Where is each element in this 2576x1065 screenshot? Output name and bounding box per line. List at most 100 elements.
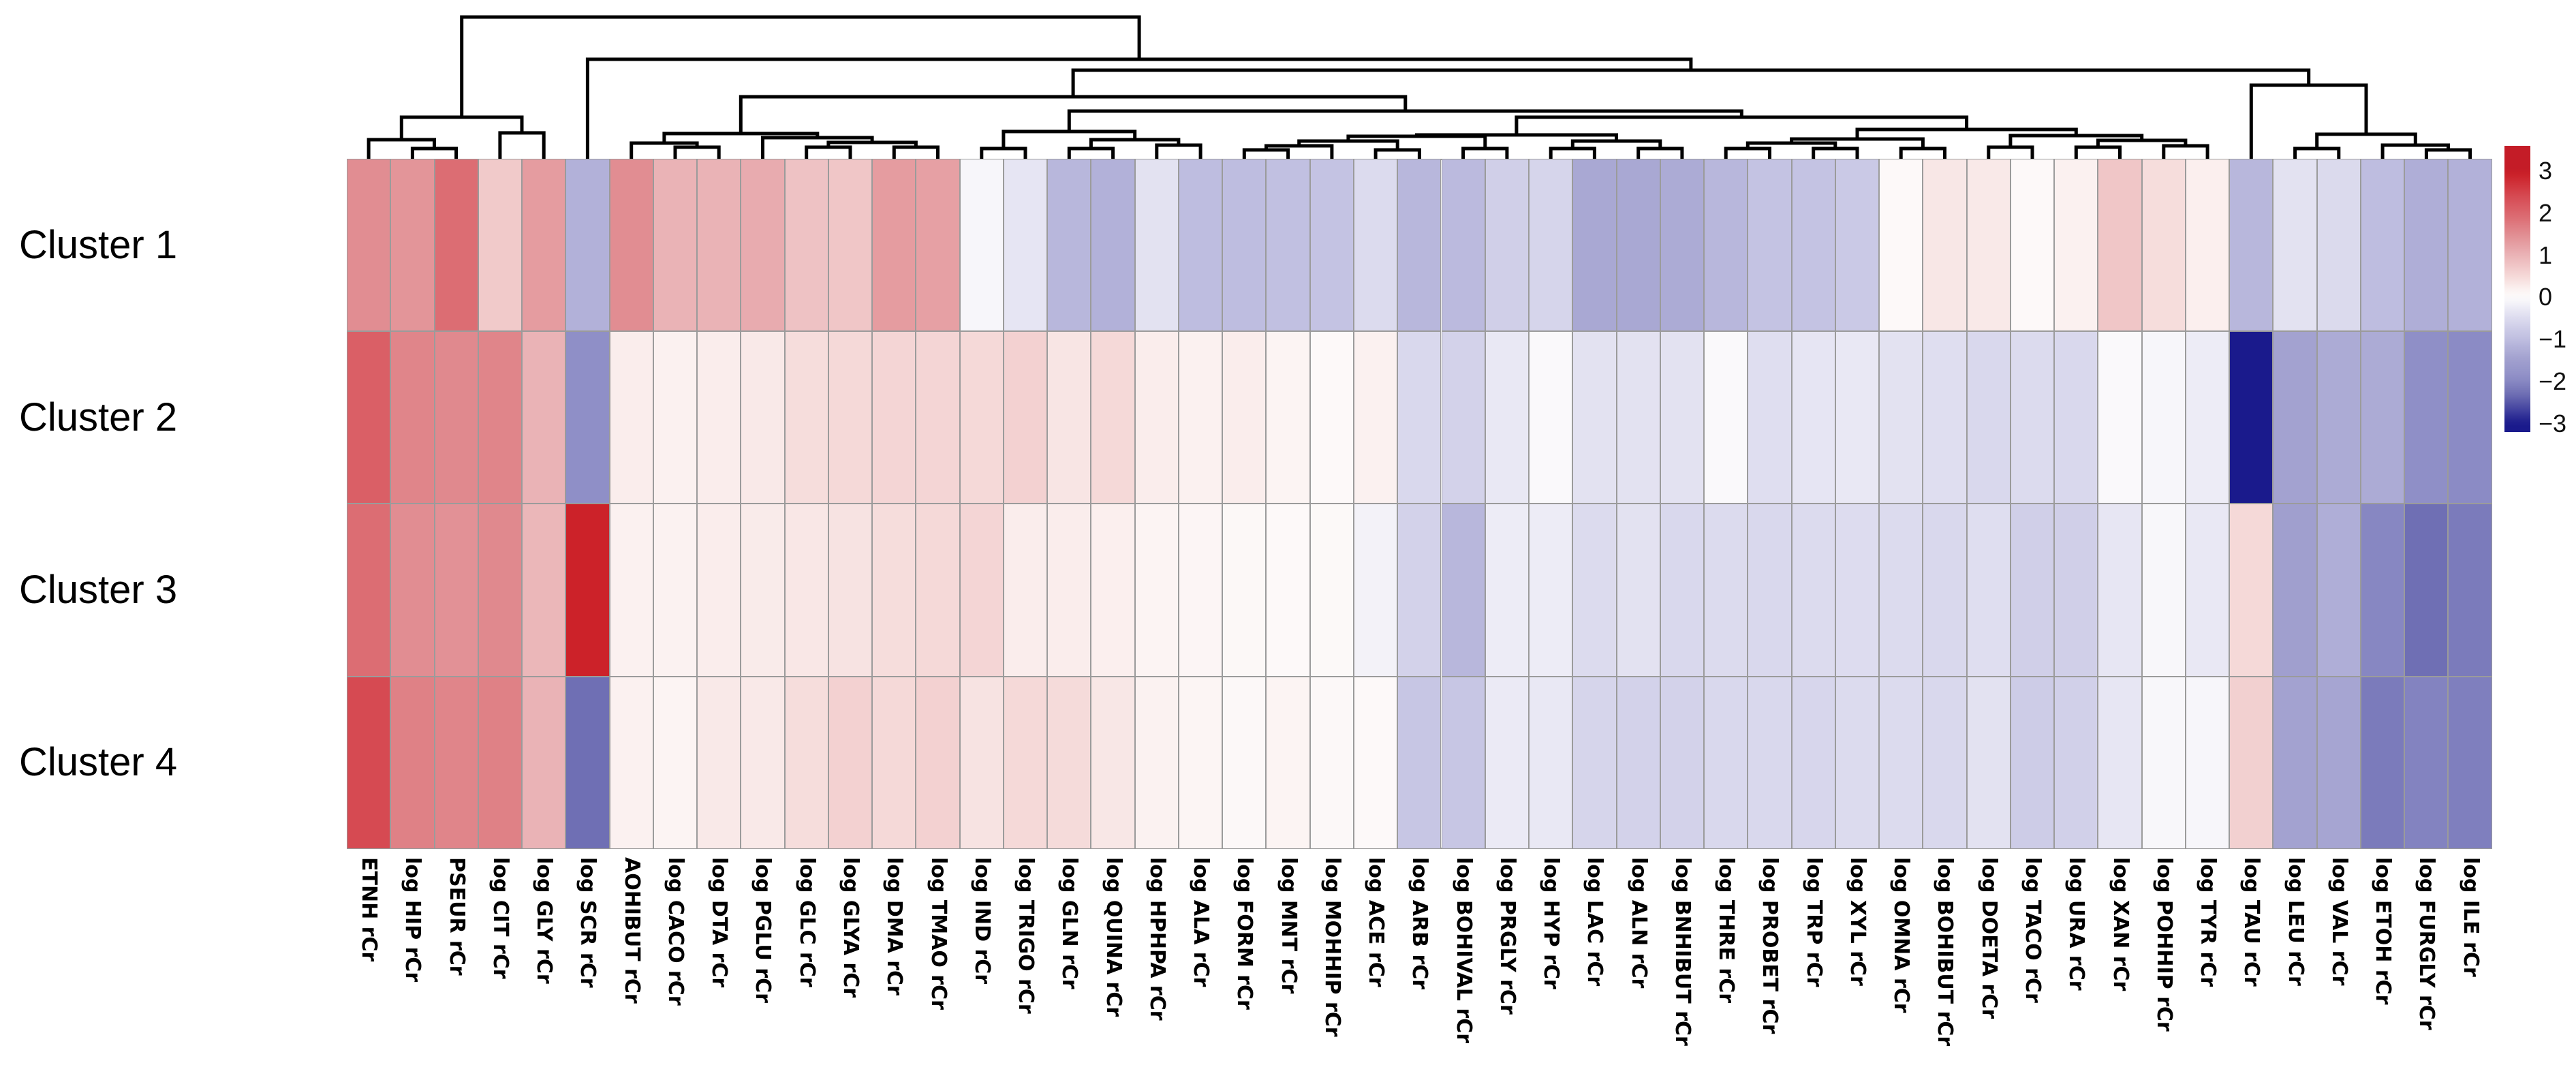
colorbar: 3 2 1 0 −1 −2 −3 <box>2504 146 2576 446</box>
heatmap-cell <box>1047 504 1091 677</box>
heatmap-cell <box>959 676 1004 849</box>
heatmap-cell <box>1134 676 1179 849</box>
heatmap-cell <box>1879 676 1923 849</box>
heatmap-cell <box>1616 159 1660 332</box>
heatmap-cell <box>1660 676 1705 849</box>
column-label: log ARB rCr <box>1408 856 1432 989</box>
column-label: log ETOH rCr <box>2371 856 2395 1005</box>
heatmap-cell <box>1835 331 1880 504</box>
colorbar-tick-label: 2 <box>2539 198 2553 227</box>
heatmap-cell <box>1529 676 1573 849</box>
column-label: log OMNA rCr <box>1889 856 1914 1013</box>
heatmap-cell <box>1178 676 1223 849</box>
heatmap-cell <box>2141 504 2186 677</box>
heatmap-cell <box>1309 159 1354 332</box>
heatmap-cell <box>1266 676 1310 849</box>
heatmap-cell <box>1397 159 1442 332</box>
heatmap-cell <box>2448 504 2492 677</box>
heatmap-cell <box>2141 676 2186 849</box>
heatmap-cell <box>1309 504 1354 677</box>
heatmap-cell <box>1222 676 1267 849</box>
heatmap-cell <box>1791 676 1835 849</box>
heatmap-cell <box>1660 159 1705 332</box>
heatmap-cell <box>2273 676 2317 849</box>
heatmap-cell <box>784 331 828 504</box>
heatmap-cell <box>2229 676 2274 849</box>
heatmap-cell <box>1441 159 1485 332</box>
heatmap-cell <box>697 331 741 504</box>
column-label: log QUINA rCr <box>1101 856 1126 1017</box>
heatmap-cell <box>1485 331 1529 504</box>
heatmap-cell <box>1222 504 1267 677</box>
column-label: log CIT rCr <box>488 856 512 979</box>
heatmap-cell <box>2098 504 2142 677</box>
heatmap-cell <box>478 331 523 504</box>
heatmap-cell <box>1704 331 1748 504</box>
heatmap-cell <box>2185 331 2230 504</box>
heatmap-cell <box>784 504 828 677</box>
heatmap-cell <box>347 331 391 504</box>
heatmap-cell <box>609 331 653 504</box>
heatmap-cell <box>1879 331 1923 504</box>
row-label: Cluster 2 <box>19 395 178 439</box>
heatmap-cell <box>1397 331 1442 504</box>
heatmap-cell <box>1835 159 1880 332</box>
heatmap-cell <box>1704 159 1748 332</box>
column-label: log MOHHIP rCr <box>1320 856 1344 1037</box>
heatmap-cell <box>2098 676 2142 849</box>
heatmap-cell <box>609 676 653 849</box>
heatmap-cell <box>347 159 391 332</box>
heatmap-cell <box>2360 504 2405 677</box>
heatmap-cell <box>1047 159 1091 332</box>
colorbar-tick-label: −1 <box>2539 325 2567 354</box>
heatmap-cell <box>390 331 435 504</box>
heatmap-cell <box>1003 676 1048 849</box>
column-label: log FURGLY rCr <box>2415 856 2439 1030</box>
heatmap-cell <box>1704 504 1748 677</box>
heatmap-cell <box>2316 676 2361 849</box>
column-label: log TAU rCr <box>2239 856 2264 987</box>
heatmap-cell <box>2054 504 2098 677</box>
heatmap-cell <box>2229 159 2274 332</box>
heatmap-cell <box>697 504 741 677</box>
heatmap-cell <box>1003 159 1048 332</box>
column-label: log LEU rCr <box>2283 856 2308 986</box>
heatmap-cell <box>565 331 610 504</box>
column-label: log GLN rCr <box>1057 856 1082 989</box>
heatmap-cell <box>1835 676 1880 849</box>
heatmap-cell <box>653 676 698 849</box>
heatmap-cell <box>1748 504 1792 677</box>
heatmap-cell <box>1178 504 1223 677</box>
colorbar-tick-label: −3 <box>2539 409 2567 437</box>
column-label: log DOETA rCr <box>1976 856 2001 1019</box>
heatmap-cell <box>1616 331 1660 504</box>
heatmap-cell <box>959 504 1004 677</box>
heatmap-cell <box>1178 159 1223 332</box>
heatmap-cell <box>1485 504 1529 677</box>
heatmap-cell <box>697 676 741 849</box>
column-label: log BOHIVAL rCr <box>1451 856 1476 1043</box>
heatmap-cell <box>916 331 960 504</box>
heatmap-cell <box>1309 331 1354 504</box>
column-label: log BOHIBUT rCr <box>1933 856 1957 1046</box>
column-dendrogram <box>367 15 2472 159</box>
heatmap-cell <box>2098 159 2142 332</box>
heatmap-cell <box>741 159 785 332</box>
heatmap-cell <box>1748 331 1792 504</box>
heatmap-cell <box>1572 331 1617 504</box>
heatmap-cell <box>522 504 566 677</box>
heatmap-cell <box>741 504 785 677</box>
column-label: log HYP rCr <box>1539 856 1564 989</box>
heatmap-cell <box>1879 159 1923 332</box>
heatmap-cell <box>1397 504 1442 677</box>
heatmap-cell <box>565 159 610 332</box>
heatmap-cell <box>784 676 828 849</box>
heatmap-cell <box>828 159 873 332</box>
heatmap-cell <box>1353 159 1398 332</box>
column-label: log FORM rCr <box>1232 856 1257 1010</box>
heatmap-cell <box>1178 331 1223 504</box>
heatmap-cell <box>2448 331 2492 504</box>
heatmap-cell <box>828 331 873 504</box>
column-label: log MNT rCr <box>1276 856 1301 994</box>
